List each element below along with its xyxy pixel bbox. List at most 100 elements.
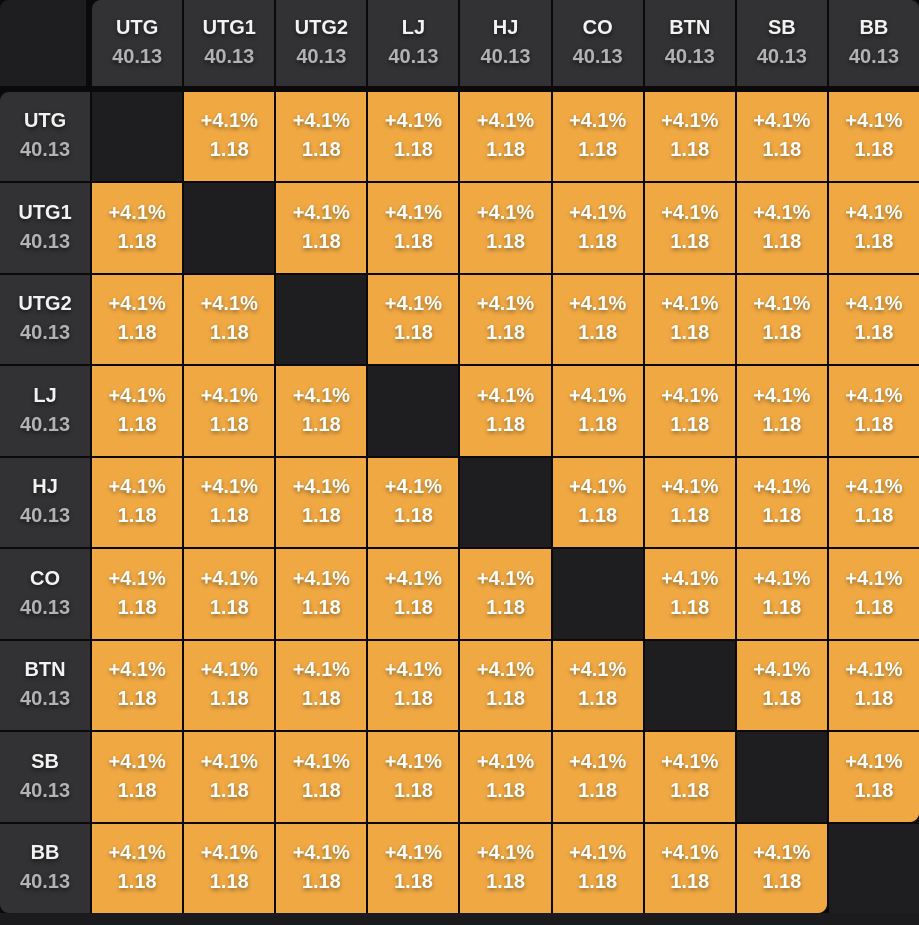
matchup-cell-utg1-vs-btn[interactable]: +4.1% 1.18 [644,183,735,273]
col-header-btn: BTN 40.13 [644,0,735,86]
diagonal-empty-cell [368,366,459,456]
matchup-cell-bb-vs-utg[interactable]: +4.1% 1.18 [92,823,183,913]
matchup-cell-utg2-vs-sb[interactable]: +4.1% 1.18 [736,274,827,364]
matchup-cell-btn-vs-co[interactable]: +4.1% 1.18 [552,640,643,730]
ratio-value: 1.18 [301,688,341,711]
ratio-value: 1.18 [393,688,433,711]
ev-value: +4.1% [661,750,719,773]
matchup-cell-bb-vs-sb[interactable]: +4.1% 1.18 [736,823,827,913]
matchup-cell-sb-vs-lj[interactable]: +4.1% 1.18 [368,732,459,822]
matchup-cell-sb-vs-hj[interactable]: +4.1% 1.18 [460,732,551,822]
matchup-cell-utg1-vs-co[interactable]: +4.1% 1.18 [552,183,643,273]
ev-value: +4.1% [753,110,811,133]
matchup-cell-btn-vs-utg2[interactable]: +4.1% 1.18 [276,640,367,730]
matchup-cell-utg1-vs-sb[interactable]: +4.1% 1.18 [736,183,827,273]
matchup-cell-bb-vs-co[interactable]: +4.1% 1.18 [552,823,643,913]
matchup-cell-utg-vs-hj[interactable]: +4.1% 1.18 [460,91,551,181]
ev-value: +4.1% [108,201,166,224]
matchup-cell-bb-vs-utg2[interactable]: +4.1% 1.18 [276,823,367,913]
matchup-cell-co-vs-utg1[interactable]: +4.1% 1.18 [184,549,275,639]
matchup-cell-utg2-vs-bb[interactable]: +4.1% 1.18 [828,274,919,364]
matchup-cell-bb-vs-lj[interactable]: +4.1% 1.18 [368,823,459,913]
matchup-cell-hj-vs-bb[interactable]: +4.1% 1.18 [828,457,919,547]
matchup-cell-sb-vs-utg2[interactable]: +4.1% 1.18 [276,732,367,822]
row-header-utg2: UTG2 40.13 [0,274,91,364]
matchup-cell-utg-vs-utg2[interactable]: +4.1% 1.18 [276,91,367,181]
matchup-cell-utg1-vs-hj[interactable]: +4.1% 1.18 [460,183,551,273]
matchup-cell-btn-vs-utg[interactable]: +4.1% 1.18 [92,640,183,730]
matchup-cell-btn-vs-bb[interactable]: +4.1% 1.18 [828,640,919,730]
ratio-value: 1.18 [854,413,894,436]
ratio-value: 1.18 [578,230,618,253]
matchup-cell-co-vs-sb[interactable]: +4.1% 1.18 [736,549,827,639]
matchup-cell-hj-vs-utg2[interactable]: +4.1% 1.18 [276,457,367,547]
matchup-cell-utg-vs-btn[interactable]: +4.1% 1.18 [644,91,735,181]
matchup-cell-lj-vs-co[interactable]: +4.1% 1.18 [552,366,643,456]
matchup-cell-lj-vs-hj[interactable]: +4.1% 1.18 [460,366,551,456]
ratio-value: 1.18 [301,413,341,436]
matchup-cell-bb-vs-btn[interactable]: +4.1% 1.18 [644,823,735,913]
col-header-utg1: UTG1 40.13 [184,0,275,86]
matchup-cell-utg1-vs-utg2[interactable]: +4.1% 1.18 [276,183,367,273]
matchup-cell-lj-vs-bb[interactable]: +4.1% 1.18 [828,366,919,456]
matchup-cell-hj-vs-btn[interactable]: +4.1% 1.18 [644,457,735,547]
ratio-value: 1.18 [209,779,249,802]
ev-value: +4.1% [569,750,627,773]
matchup-cell-sb-vs-bb[interactable]: +4.1% 1.18 [828,732,919,822]
ratio-value: 1.18 [486,779,525,802]
matchup-cell-lj-vs-utg1[interactable]: +4.1% 1.18 [184,366,275,456]
matchup-cell-hj-vs-sb[interactable]: +4.1% 1.18 [736,457,827,547]
matchup-cell-lj-vs-utg[interactable]: +4.1% 1.18 [92,366,183,456]
matchup-cell-utg2-vs-btn[interactable]: +4.1% 1.18 [644,274,735,364]
ratio-value: 1.18 [854,505,894,528]
matchup-cell-utg2-vs-hj[interactable]: +4.1% 1.18 [460,274,551,364]
matchup-cell-utg-vs-bb[interactable]: +4.1% 1.18 [828,91,919,181]
matchup-cell-hj-vs-lj[interactable]: +4.1% 1.18 [368,457,459,547]
matchup-cell-co-vs-btn[interactable]: +4.1% 1.18 [644,549,735,639]
matchup-cell-lj-vs-btn[interactable]: +4.1% 1.18 [644,366,735,456]
matchup-cell-btn-vs-hj[interactable]: +4.1% 1.18 [460,640,551,730]
diagonal-empty-cell [644,640,735,730]
ev-value: +4.1% [845,384,903,407]
matchup-cell-co-vs-hj[interactable]: +4.1% 1.18 [460,549,551,639]
matchup-cell-utg1-vs-utg[interactable]: +4.1% 1.18 [92,183,183,273]
matchup-cell-bb-vs-hj[interactable]: +4.1% 1.18 [460,823,551,913]
matchup-cell-utg2-vs-co[interactable]: +4.1% 1.18 [552,274,643,364]
matchup-cell-utg2-vs-utg[interactable]: +4.1% 1.18 [92,274,183,364]
matchup-cell-bb-vs-utg1[interactable]: +4.1% 1.18 [184,823,275,913]
position-label: UTG [23,110,67,133]
matchup-cell-utg-vs-utg1[interactable]: +4.1% 1.18 [184,91,275,181]
matchup-cell-btn-vs-lj[interactable]: +4.1% 1.18 [368,640,459,730]
matchup-cell-utg-vs-sb[interactable]: +4.1% 1.18 [736,91,827,181]
ev-value: +4.1% [661,842,719,865]
matchup-cell-hj-vs-utg1[interactable]: +4.1% 1.18 [184,457,275,547]
matchup-cell-sb-vs-co[interactable]: +4.1% 1.18 [552,732,643,822]
matchup-cell-lj-vs-sb[interactable]: +4.1% 1.18 [736,366,827,456]
matchup-cell-hj-vs-utg[interactable]: +4.1% 1.18 [92,457,183,547]
matchup-cell-utg2-vs-lj[interactable]: +4.1% 1.18 [368,274,459,364]
matchup-cell-co-vs-utg[interactable]: +4.1% 1.18 [92,549,183,639]
ev-value: +4.1% [569,201,627,224]
ev-value: +4.1% [753,384,811,407]
matchup-cell-lj-vs-utg2[interactable]: +4.1% 1.18 [276,366,367,456]
ev-value: +4.1% [845,659,903,682]
matchup-cell-co-vs-utg2[interactable]: +4.1% 1.18 [276,549,367,639]
ev-value: +4.1% [845,476,903,499]
matchup-cell-co-vs-bb[interactable]: +4.1% 1.18 [828,549,919,639]
ratio-value: 1.18 [670,779,710,802]
matchup-cell-utg-vs-lj[interactable]: +4.1% 1.18 [368,91,459,181]
matchup-cell-btn-vs-sb[interactable]: +4.1% 1.18 [736,640,827,730]
matchup-cell-sb-vs-utg1[interactable]: +4.1% 1.18 [184,732,275,822]
matchup-cell-utg-vs-co[interactable]: +4.1% 1.18 [552,91,643,181]
ev-value: +4.1% [108,293,166,316]
matchup-cell-sb-vs-btn[interactable]: +4.1% 1.18 [644,732,735,822]
matchup-cell-utg1-vs-bb[interactable]: +4.1% 1.18 [828,183,919,273]
row-header-hj: HJ 40.13 [0,457,91,547]
matchup-cell-sb-vs-utg[interactable]: +4.1% 1.18 [92,732,183,822]
matchup-cell-utg2-vs-utg1[interactable]: +4.1% 1.18 [184,274,275,364]
matchup-cell-utg1-vs-lj[interactable]: +4.1% 1.18 [368,183,459,273]
matchup-cell-hj-vs-co[interactable]: +4.1% 1.18 [552,457,643,547]
position-label: BTN [24,659,66,682]
matchup-cell-co-vs-lj[interactable]: +4.1% 1.18 [368,549,459,639]
matchup-cell-btn-vs-utg1[interactable]: +4.1% 1.18 [184,640,275,730]
